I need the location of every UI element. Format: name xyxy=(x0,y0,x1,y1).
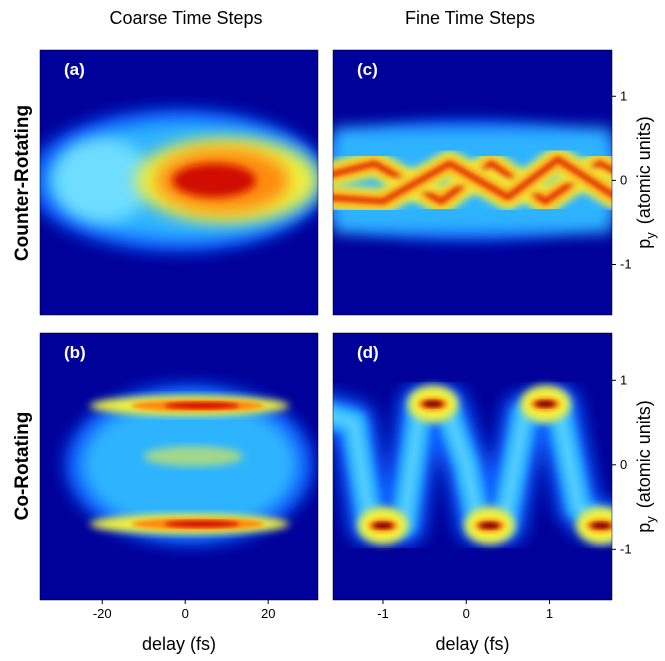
heatmap-blob xyxy=(143,446,244,467)
x-axis-label: delay (fs) xyxy=(435,634,509,654)
heatmap-blob xyxy=(591,522,612,530)
y-axis-label-main: p xyxy=(634,239,654,249)
heatmap-ridge xyxy=(333,161,612,204)
y-axis-label-unit: (atomic units) xyxy=(634,400,654,508)
heatmap-blob xyxy=(164,402,240,410)
y-tick-label: 1 xyxy=(620,372,627,387)
heatmap xyxy=(40,333,318,600)
row-label: Co-Rotating xyxy=(12,412,33,521)
y-axis-label: py (atomic units) xyxy=(634,116,658,249)
heatmap-blob xyxy=(164,520,240,528)
y-axis-label-main: p xyxy=(634,523,654,533)
x-tick-label: 0 xyxy=(463,606,470,621)
x-tick-label: 0 xyxy=(182,606,189,621)
y-tick-label: -1 xyxy=(620,541,632,556)
y-axis-label-unit: (atomic units) xyxy=(634,116,654,224)
heatmap-blob xyxy=(479,522,500,530)
heatmap xyxy=(40,50,318,315)
panel-label: (b) xyxy=(64,343,86,362)
y-tick-label: 0 xyxy=(620,457,627,472)
heatmap-blob xyxy=(52,138,153,223)
x-tick-label: 20 xyxy=(261,606,275,621)
panel-frame xyxy=(332,49,613,316)
y-axis-label-sub: y xyxy=(643,232,658,239)
y-tick-label: -1 xyxy=(620,257,632,272)
heatmap-blob xyxy=(535,400,556,408)
panel-label: (c) xyxy=(357,60,378,79)
heatmap-blob xyxy=(422,400,443,408)
heatmap-ridge xyxy=(333,157,612,204)
y-tick-label: 1 xyxy=(620,88,627,103)
x-tick-label: -20 xyxy=(93,606,112,621)
heatmap-blob xyxy=(172,163,256,198)
x-axis-label: delay (fs) xyxy=(142,634,216,654)
panel-label: (a) xyxy=(64,60,85,79)
panel-frame xyxy=(39,332,319,601)
y-axis-label: py (atomic units) xyxy=(634,400,658,533)
y-axis-label-sub: y xyxy=(643,516,658,523)
x-tick-label: 1 xyxy=(546,606,553,621)
heatmap xyxy=(333,333,612,600)
panel-frame xyxy=(332,332,613,601)
panel-frame xyxy=(39,49,319,316)
panel-label: (d) xyxy=(357,343,379,362)
heatmap-blob xyxy=(372,522,393,530)
x-tick-label: -1 xyxy=(377,606,389,621)
column-title: Fine Time Steps xyxy=(405,8,535,28)
row-label: Counter-Rotating xyxy=(12,105,33,261)
y-tick-label: 0 xyxy=(620,172,627,187)
column-title: Coarse Time Steps xyxy=(109,8,262,28)
heatmap xyxy=(333,50,612,315)
